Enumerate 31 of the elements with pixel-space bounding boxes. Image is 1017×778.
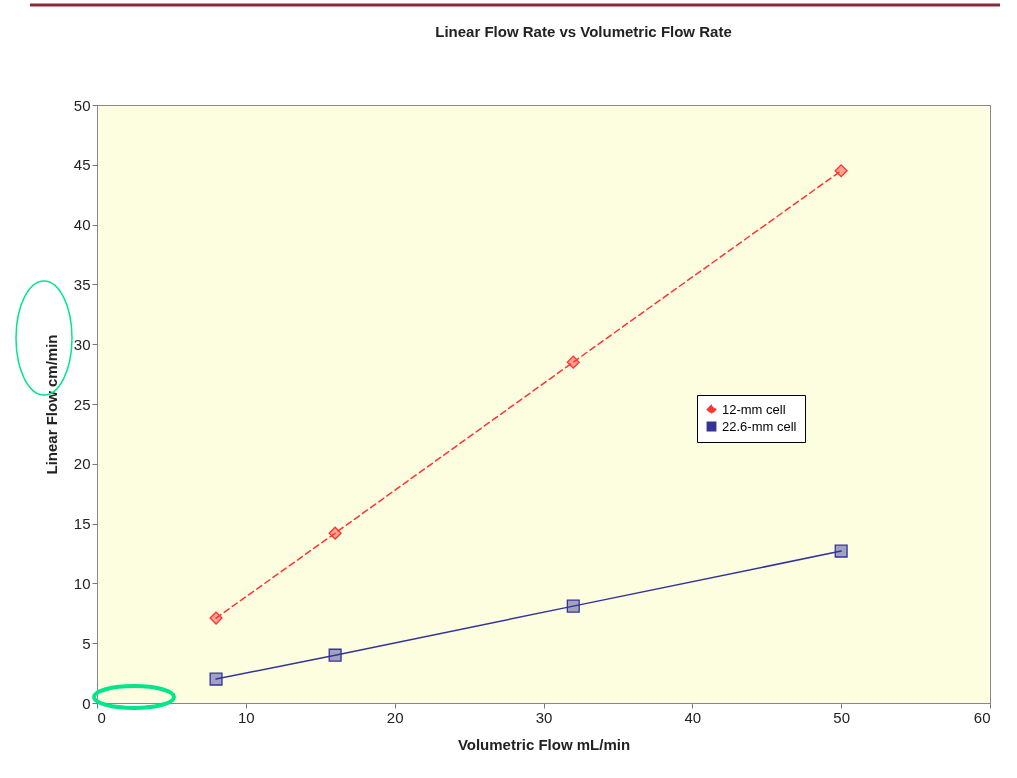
x-tick-label: 10 [237, 708, 255, 726]
y-tick-label: 0 [82, 694, 91, 712]
point [209, 611, 223, 625]
y-tick-label: 5 [82, 634, 91, 652]
legend-label: 12-mm cell [722, 401, 786, 417]
x-tick-label: 50 [833, 708, 851, 726]
point [834, 164, 848, 178]
point [328, 648, 342, 662]
point [566, 599, 580, 613]
y-tick-label: 15 [73, 515, 91, 533]
point [328, 526, 342, 540]
y-tick-label: 30 [73, 335, 91, 353]
point [834, 544, 848, 558]
x-tick-label: 20 [386, 708, 404, 726]
y-tick-label: 20 [73, 455, 91, 473]
legend-label: 22.6-mm cell [722, 418, 797, 434]
y-axis-title: Linear Flow cm/min [42, 334, 60, 475]
point [209, 672, 223, 686]
y-tick-label: 50 [73, 96, 91, 114]
x-tick-label: 30 [535, 708, 553, 726]
y-tick-label: 40 [73, 216, 91, 234]
x-tick-label: 40 [684, 708, 702, 726]
y-tick-label: 45 [73, 156, 91, 174]
chart-title: Linear Flow Rate vs Volumetric Flow Rate [435, 23, 732, 40]
y-tick-label: 10 [73, 574, 91, 592]
x-tick-label: 60 [973, 708, 991, 726]
point [566, 355, 580, 369]
y-tick-label: 25 [73, 395, 91, 413]
x-axis-title: Volumetric Flow mL/min [457, 735, 631, 753]
x-tick-label: 0 [97, 708, 106, 726]
y-tick-label: 35 [73, 275, 91, 293]
